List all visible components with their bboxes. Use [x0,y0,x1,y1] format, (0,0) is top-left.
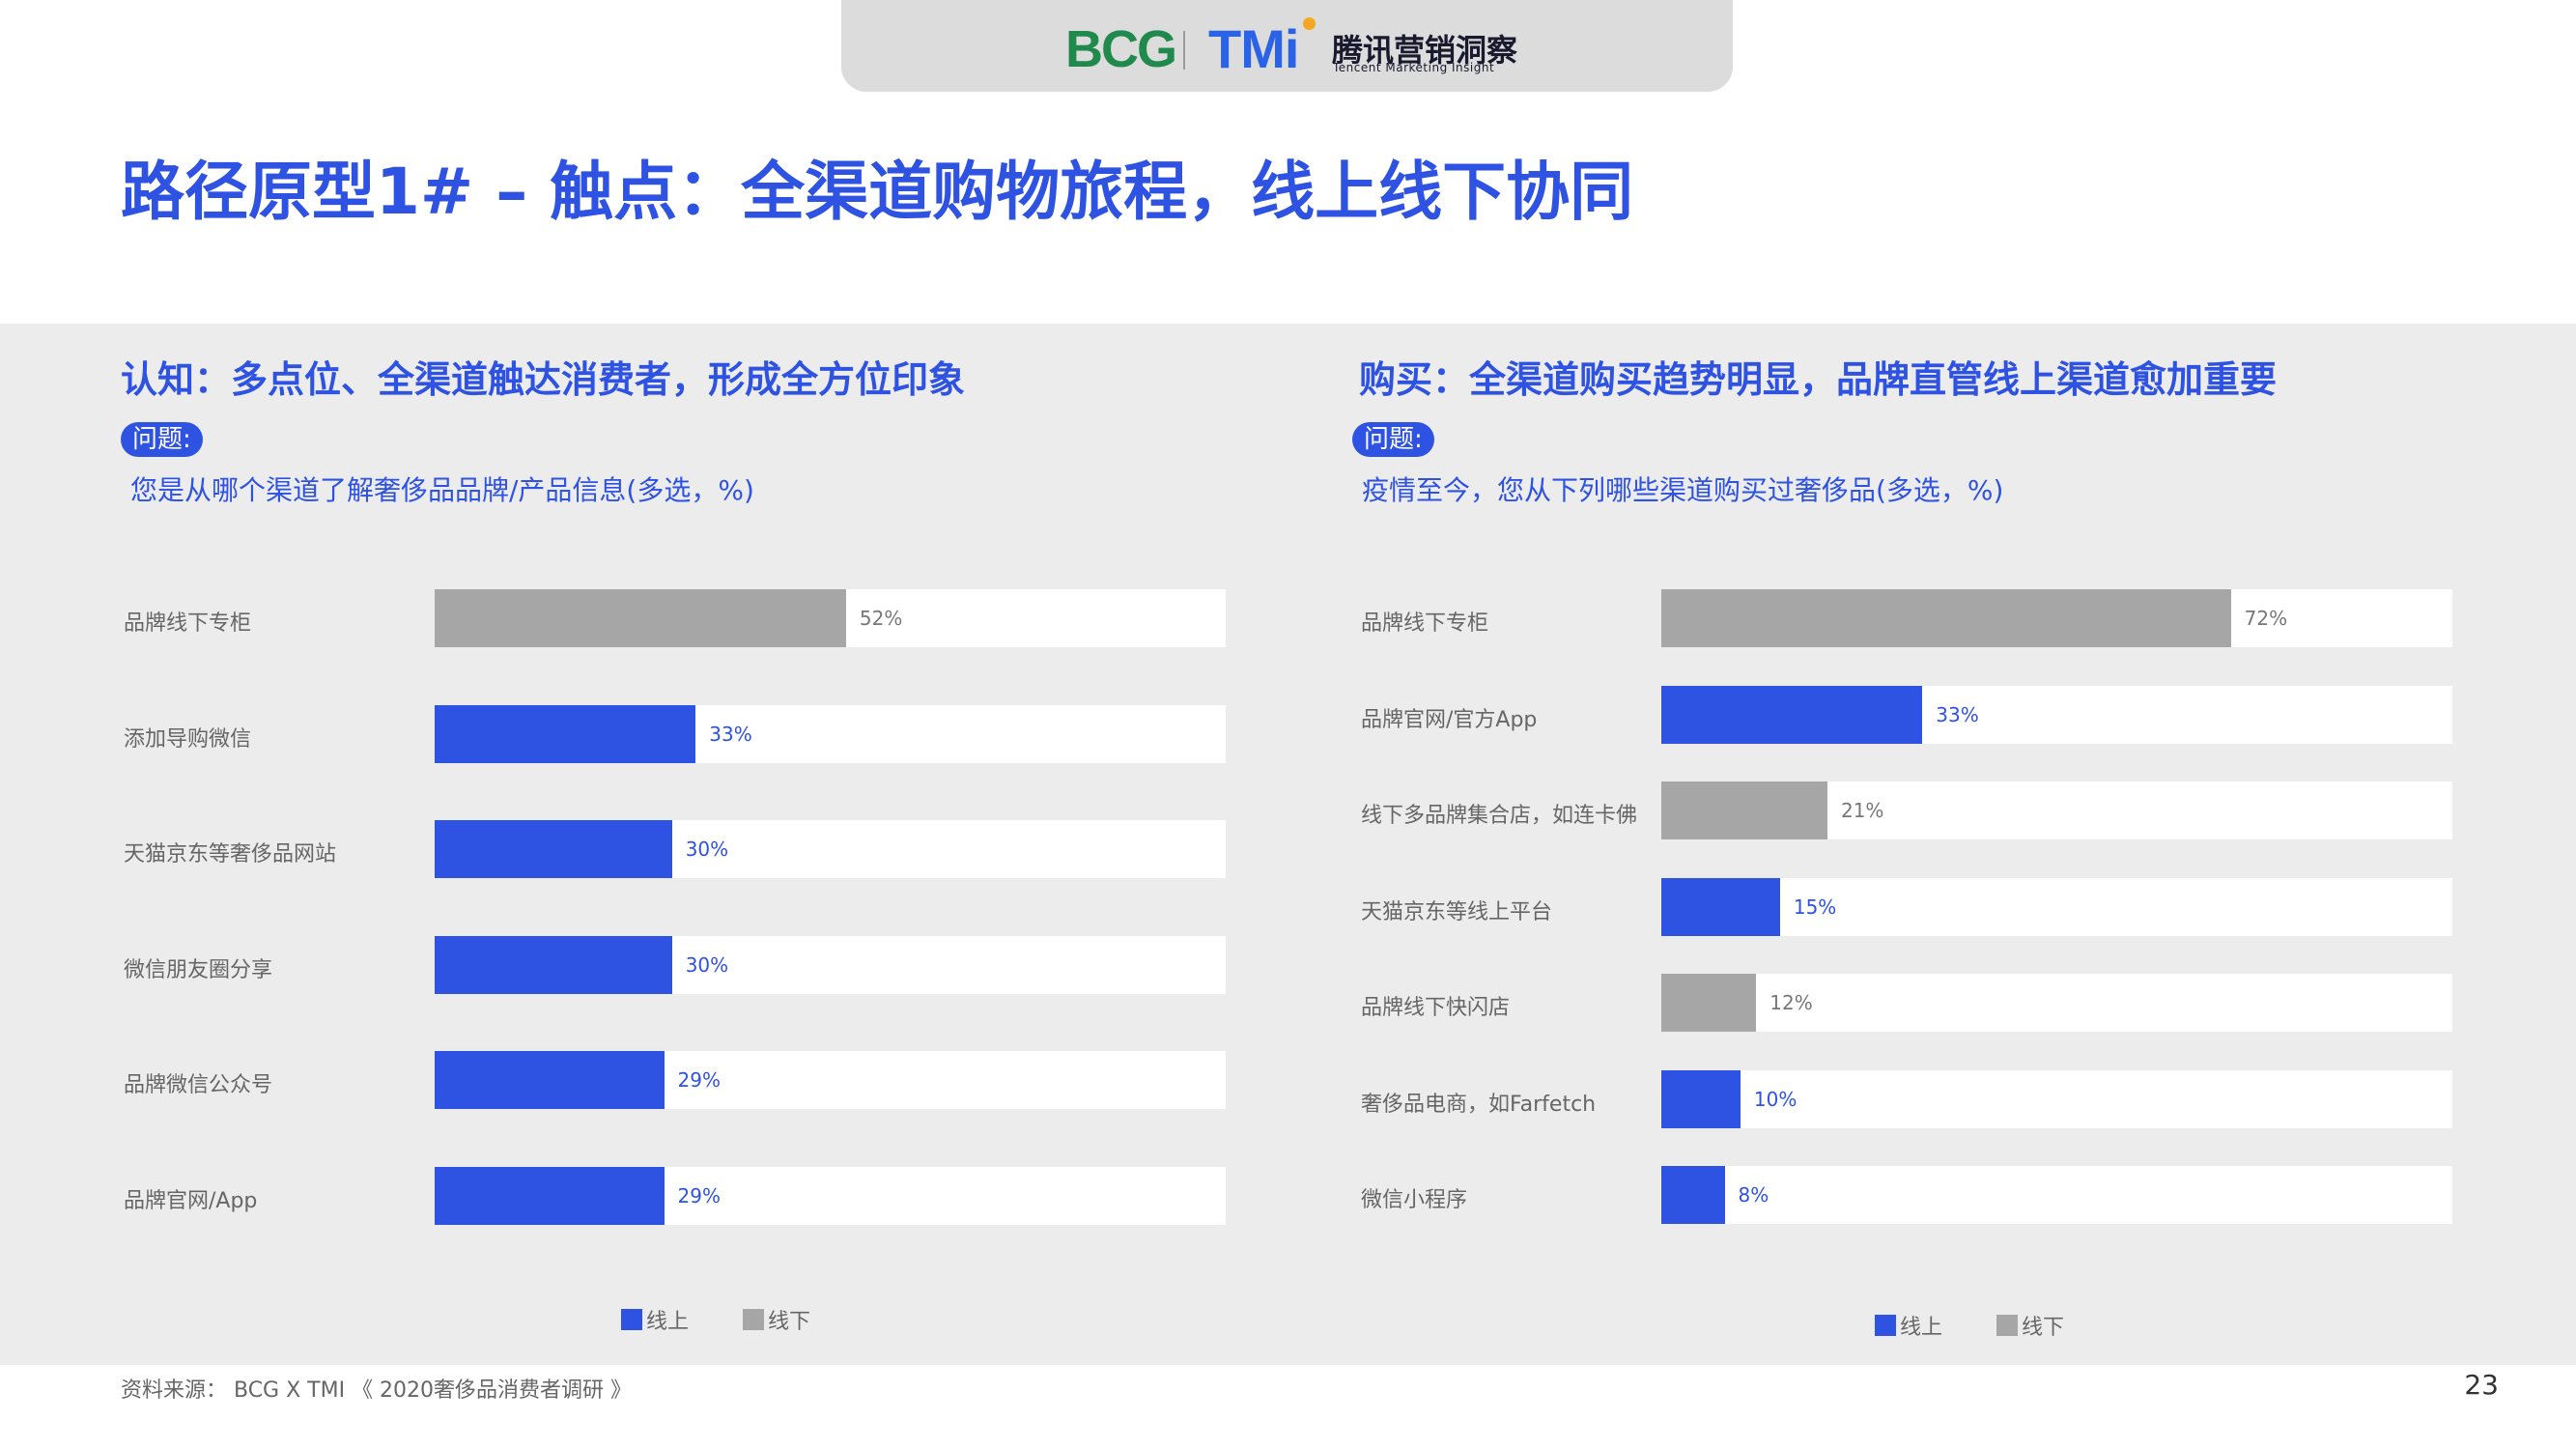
category-label: 微信小程序 [1361,1188,1468,1212]
value-label: 52% [859,607,903,630]
online-bar [435,704,696,763]
legend-online-swatch [1875,1315,1896,1336]
category-label: 品牌线下专柜 [1361,611,1489,636]
category-label: 品牌官网/App [124,1189,258,1213]
online-bar [1661,1069,1741,1128]
value-label: 10% [1753,1087,1798,1111]
category-label: 品牌微信公众号 [124,1073,273,1098]
offline-bar [1661,589,2231,647]
bar-track: 15% [1661,877,2452,936]
right-question-badge: 问题: [1352,422,1434,457]
bar-track: 29% [435,1167,1226,1225]
value-label: 8% [1738,1183,1769,1207]
bar-track: 33% [1661,685,2452,744]
right-legend: 线上 线下 [1875,1310,2118,1341]
bar-track: 29% [435,1051,1226,1110]
legend-offline-label: 线下 [768,1310,811,1334]
offline-bar [435,589,846,647]
left-question-badge: 问题: [121,422,203,457]
tmi-logo-chinese: 腾讯营销洞察 [1332,32,1518,69]
logo-divider [1183,31,1185,70]
page-number: 23 [2464,1369,2499,1401]
value-label: 29% [677,1184,721,1208]
online-bar [435,1051,665,1110]
bar-track: 30% [435,820,1226,879]
bar-track: 10% [1661,1069,2452,1128]
logo-header-tab [841,0,1733,92]
legend-online-swatch [621,1309,642,1330]
value-label: 21% [1840,799,1884,822]
tmi-logo: TMi [1208,18,1299,79]
category-label: 品牌官网/官方App [1361,707,1538,732]
bar-track: 12% [1661,974,2452,1032]
online-bar [435,935,672,994]
bar-track: 52% [435,589,1226,647]
category-label: 奢侈品电商，如Farfetch [1361,1092,1597,1117]
left-panel-title: 认知：多点位、全渠道触达消费者，形成全方位印象 [121,358,966,401]
tmi-logo-english: Tencent Marketing Insight [1333,61,1495,74]
source-note: 资料来源： BCG X TMI 《 2020奢侈品消费者调研 》 [121,1378,633,1403]
value-label: 30% [685,838,729,862]
left-question-text: 您是从哪个渠道了解奢侈品品牌/产品信息(多选，%) [130,474,754,506]
online-bar [435,820,672,879]
value-label: 30% [685,952,729,977]
legend-offline-label: 线下 [2022,1316,2065,1340]
bar-track: 72% [1661,589,2452,647]
bar-track: 30% [435,935,1226,994]
value-label: 29% [677,1068,721,1093]
category-label: 天猫京东等奢侈品网站 [124,842,337,867]
value-label: 33% [709,722,752,746]
value-label: 12% [1769,991,1813,1014]
right-question-text: 疫情至今，您从下列哪些渠道购买过奢侈品(多选，%) [1362,474,2004,506]
legend-online-label: 线上 [646,1310,690,1334]
legend-online: 线上 [1875,1310,1942,1341]
page-title: 路径原型1# – 触点：全渠道购物旅程，线上线下协同 [121,155,1634,229]
value-label: 33% [1936,702,1979,726]
bar-track: 33% [435,704,1226,763]
bar-track: 21% [1661,781,2452,839]
online-bar [1661,685,1923,744]
bar-track: 8% [1661,1166,2452,1224]
category-label: 添加导购微信 [124,726,252,752]
tmi-logo-dot-icon [1303,17,1316,30]
legend-online-label: 线上 [1900,1316,1943,1340]
legend-online: 线上 [621,1304,689,1335]
legend-offline: 线下 [1996,1310,2064,1341]
left-legend: 线上 线下 [621,1304,864,1335]
right-panel-title: 购买：全渠道购买趋势明显，品牌直管线上渠道愈加重要 [1359,358,2278,401]
category-label: 品牌线下快闪店 [1361,996,1511,1020]
category-label: 微信朋友圈分享 [124,957,273,982]
value-label: 15% [1793,895,1837,919]
online-bar [1661,877,1780,936]
value-label: 72% [2244,607,2288,630]
online-bar [435,1167,665,1225]
bcg-logo: BCG [1065,20,1177,78]
category-label: 天猫京东等线上平台 [1361,899,1553,924]
category-label: 品牌线下专柜 [124,611,252,636]
offline-bar [1661,781,1827,839]
category-label: 线下多品牌集合店，如连卡佛 [1361,804,1638,828]
legend-offline: 线下 [743,1304,810,1335]
online-bar [1661,1166,1725,1224]
legend-offline-swatch [1996,1315,2019,1336]
offline-bar [1661,974,1757,1032]
legend-offline-swatch [743,1309,765,1330]
